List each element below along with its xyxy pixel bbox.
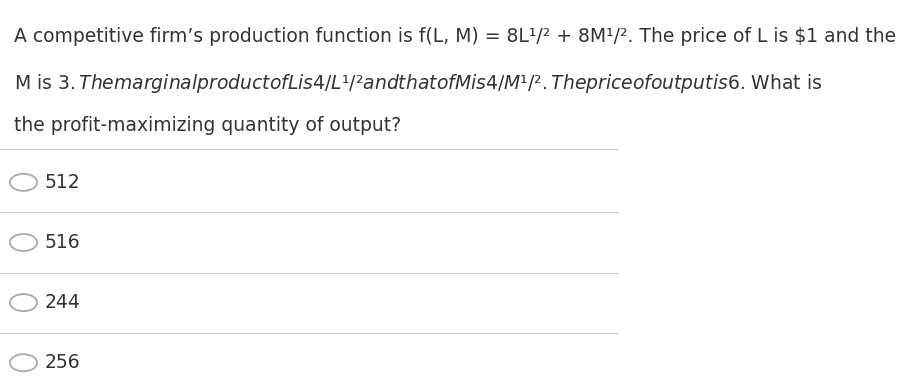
Text: 244: 244 <box>45 293 81 312</box>
Text: 256: 256 <box>45 353 80 372</box>
Text: A competitive firm’s production function is f(L, M) = 8L¹/² + 8M¹/². The price o: A competitive firm’s production function… <box>13 27 897 46</box>
Text: 516: 516 <box>45 233 80 252</box>
Text: the profit-maximizing quantity of output?: the profit-maximizing quantity of output… <box>13 116 401 135</box>
Text: M is $3. The marginal product of L is 4/L¹/² and that of M is 4/M¹/².  The price: M is $3. The marginal product of L is 4/… <box>13 72 822 95</box>
Text: 512: 512 <box>45 173 80 192</box>
